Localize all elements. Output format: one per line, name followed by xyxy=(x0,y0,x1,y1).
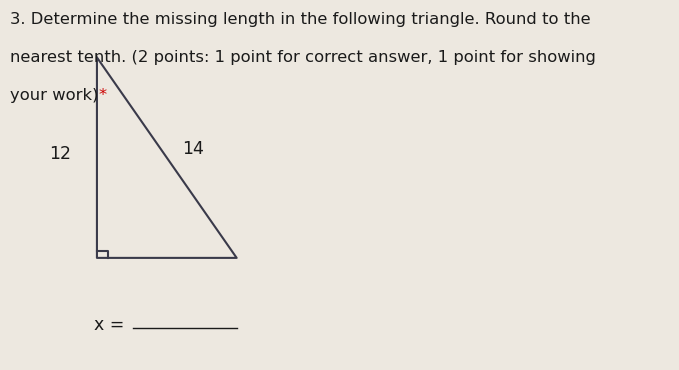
Text: x =: x = xyxy=(94,316,124,334)
Text: 3. Determine the missing length in the following triangle. Round to the: 3. Determine the missing length in the f… xyxy=(10,12,591,27)
Text: *: * xyxy=(98,88,107,104)
Text: 14: 14 xyxy=(182,139,204,158)
Text: 12: 12 xyxy=(50,145,71,163)
Text: your work): your work) xyxy=(10,88,104,104)
Text: nearest tenth. (2 points: 1 point for correct answer, 1 point for showing: nearest tenth. (2 points: 1 point for co… xyxy=(10,50,596,65)
